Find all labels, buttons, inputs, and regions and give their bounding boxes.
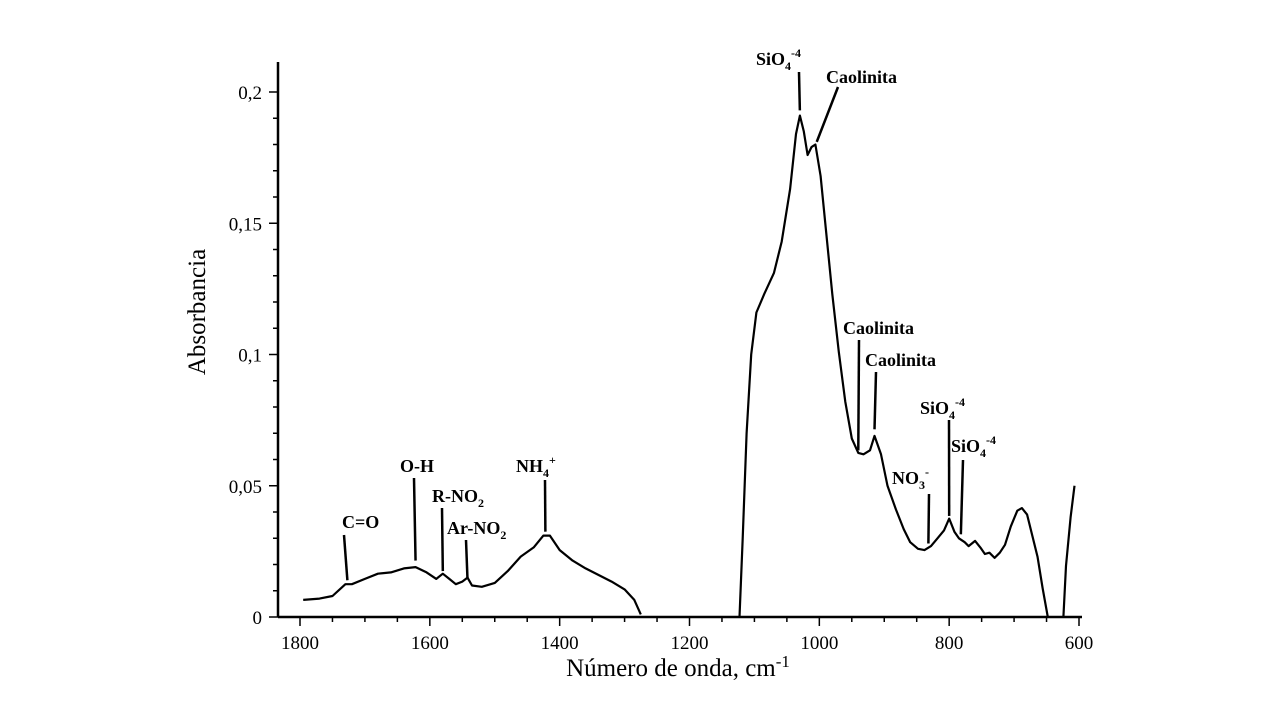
x-axis-label: Número de onda, cm-1 [566, 652, 790, 682]
y-tick-label: 0,1 [238, 346, 262, 367]
peak-annotations: C=O O-H R-NO2 Ar-NO2 NH4+ SiO4-4 Caolinita Caol… [342, 46, 996, 581]
peak-label: NO3- [892, 465, 929, 492]
spectrum-line [303, 534, 642, 615]
peak-leader-line [927, 493, 931, 544]
spectrum-line [738, 114, 1049, 618]
peak-leader-line [873, 371, 878, 430]
x-tick-label: 800 [935, 633, 964, 654]
y-tick-label: 0,15 [229, 214, 262, 235]
peak-label: Caolinita [826, 67, 897, 87]
peak-leader-line [815, 86, 840, 143]
peak-leader-line [342, 534, 349, 581]
x-tick-label: 1200 [671, 633, 709, 654]
x-tick-label: 1000 [800, 633, 838, 654]
spectrum-line [1062, 485, 1076, 618]
peak-label: Ar-NO2 [447, 518, 506, 542]
peak-label: SiO4-4 [920, 395, 965, 422]
y-tick-label: 0,05 [229, 477, 262, 498]
x-tick-label: 1400 [541, 633, 579, 654]
x-tick-label: 600 [1065, 633, 1094, 654]
peak-label: Caolinita [843, 318, 914, 338]
peak-label: O-H [400, 456, 434, 476]
chart-ticks: 1800 1600 1400 1200 1000 800 600 0 0,05 0,1 0,15 0,… [229, 83, 1094, 654]
peak-leader-line [464, 539, 469, 579]
plot-area [303, 114, 1076, 618]
peak-leader-line [797, 71, 802, 111]
peak-leader-line [857, 339, 861, 451]
chart-axes [276, 62, 1082, 619]
y-axis-label: Absorbancia [184, 249, 211, 375]
peak-label: C=O [342, 512, 379, 532]
peak-label: SiO4-4 [756, 46, 801, 73]
y-tick-label: 0,2 [238, 83, 262, 104]
y-tick-label: 0 [253, 608, 263, 629]
peak-leader-line [440, 507, 445, 572]
x-axis-label-text: Número de onda, cm [566, 655, 776, 682]
peak-label: Caolinita [865, 350, 936, 370]
peak-label: SiO4-4 [951, 433, 996, 460]
peak-label: NH4+ [516, 453, 556, 480]
x-tick-label: 1800 [281, 633, 319, 654]
x-tick-label: 1600 [411, 633, 449, 654]
peak-leader-line [959, 459, 965, 535]
peak-leader-line [412, 477, 417, 561]
x-axis-label-superscript: -1 [776, 652, 790, 671]
peak-label: R-NO2 [432, 486, 484, 510]
